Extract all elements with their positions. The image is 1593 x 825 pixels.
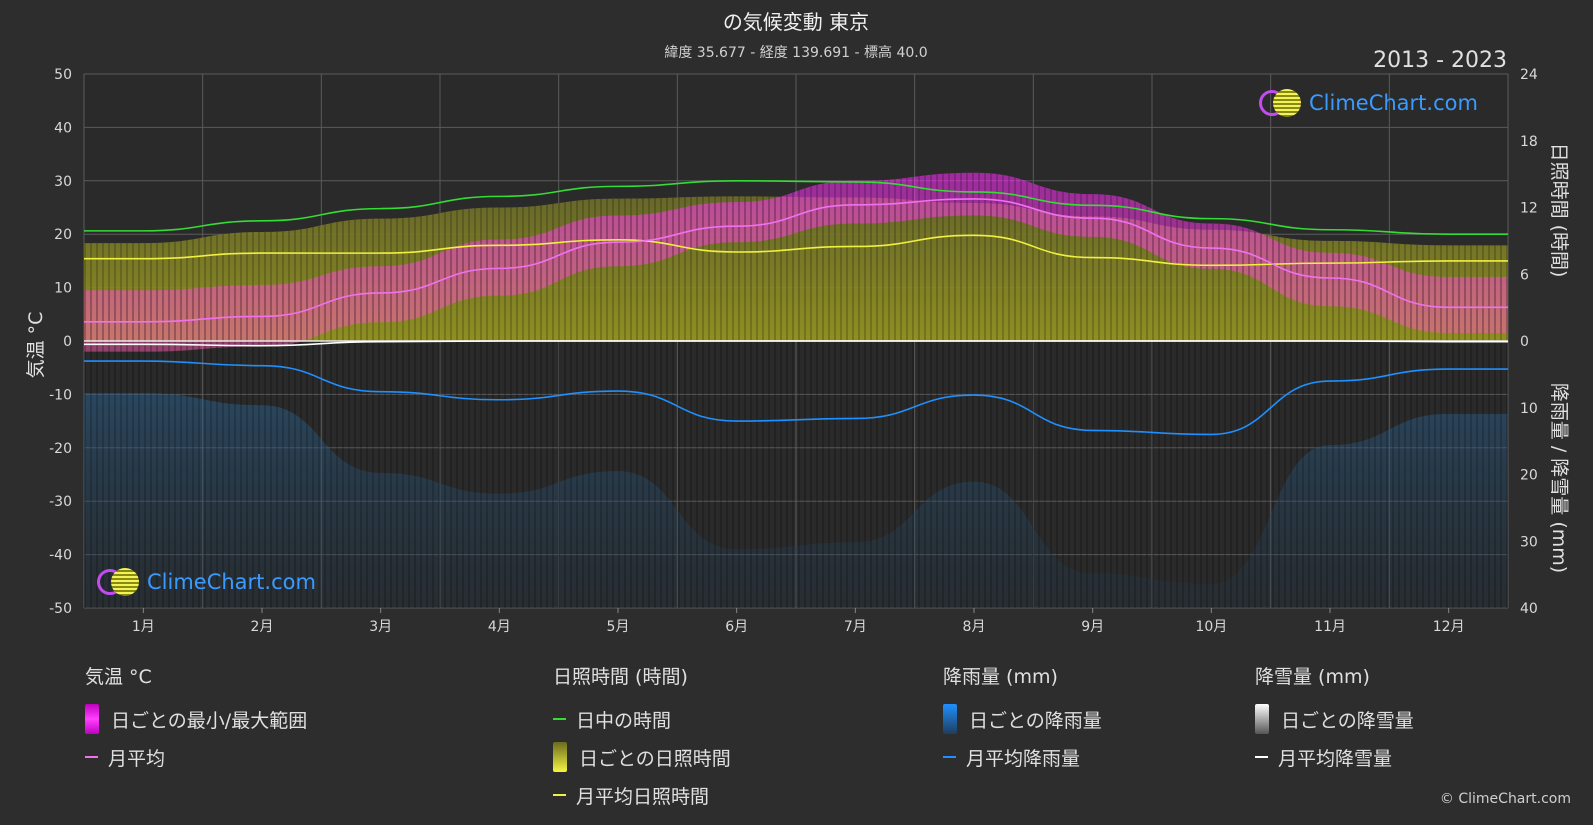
right-top-tick-label: 24 (1520, 67, 1538, 83)
left-tick-label: -10 (49, 387, 72, 403)
left-tick-label: 50 (54, 67, 72, 83)
daily-rain-area (84, 341, 1508, 608)
brand-name-bottom: ClimeChart.com (147, 570, 316, 594)
rain-swatch (943, 704, 957, 734)
month-label: 8月 (963, 619, 986, 635)
snow-swatch (1255, 704, 1269, 734)
rain-avg-line (84, 360, 1508, 436)
chart-subtitle: 緯度 35.677 - 経度 139.691 - 標高 40.0 (664, 44, 927, 61)
series-lines (83, 179, 1508, 436)
legend-header: 日照時間 (時間) (553, 666, 688, 688)
legend-item: 月平均 (85, 738, 307, 776)
right-top-axis-label: 日照時間 (時間) (1548, 143, 1570, 278)
right-top-tick-label: 18 (1520, 134, 1538, 150)
logo-sun-icon (111, 568, 139, 596)
temp-avg-swatch (85, 756, 98, 758)
daylight-swatch (553, 718, 566, 720)
right-bottom-tick-label: 40 (1520, 601, 1538, 617)
month-label: 1月 (132, 619, 155, 635)
right-top-tick-label: 0 (1520, 334, 1529, 350)
month-label: 4月 (488, 619, 511, 635)
temp-range-swatch (85, 704, 99, 734)
legend-header: 降雨量 (mm) (943, 666, 1058, 688)
axis-ticks: 50 40 30 20 10 0 -10 -20 -30 -40 -50 24 18 12 6 0 10 20 30… (49, 67, 1538, 635)
left-tick-label: 30 (54, 174, 72, 190)
sunshine-swatch (553, 742, 567, 772)
daily-rain-texture (84, 341, 1508, 608)
month-label: 12月 (1433, 619, 1465, 635)
month-label: 2月 (251, 619, 274, 635)
legend-item: 日ごとの降雨量 (943, 700, 1102, 738)
chart-title: の気候変動 東京 (723, 10, 869, 34)
right-bottom-tick-label: 20 (1520, 468, 1538, 484)
legend-item: 日ごとの降雪量 (1255, 700, 1414, 738)
legend-snow: 降雪量 (mm) 日ごとの降雪量 月平均降雪量 (1255, 662, 1414, 776)
left-tick-label: -50 (49, 601, 72, 617)
temp-avg-line (84, 198, 1508, 323)
legend-item: 月平均降雨量 (943, 738, 1102, 776)
legend-item: 日ごとの日照時間 (553, 738, 731, 776)
month-label: 5月 (607, 619, 630, 635)
sunshine-avg-line (84, 234, 1508, 267)
logo-sun-icon (1273, 89, 1301, 117)
left-axis-label: 気温 °C (25, 312, 47, 379)
left-tick-label: -30 (49, 494, 72, 510)
copyright-text: © ClimeChart.com (1439, 791, 1571, 807)
right-top-tick-label: 6 (1520, 267, 1529, 283)
legend-header: 気温 °C (85, 666, 152, 688)
left-tick-label: 40 (54, 120, 72, 136)
rain-avg-swatch (943, 756, 956, 758)
year-range: 2013 - 2023 (1373, 48, 1507, 73)
legend-temperature: 気温 °C 日ごとの最小/最大範囲 月平均 (85, 662, 307, 776)
month-label: 11月 (1314, 619, 1346, 635)
legend-sunshine: 日照時間 (時間) 日中の時間 日ごとの日照時間 月平均日照時間 (553, 662, 731, 814)
daylight-line (83, 179, 1508, 235)
temp-range-texture (84, 172, 1508, 352)
left-tick-label: 0 (63, 334, 72, 350)
left-tick-label: -40 (49, 548, 72, 564)
brand-logo-top[interactable]: ClimeChart.com (1259, 89, 1478, 117)
month-label: 3月 (369, 619, 392, 635)
right-bottom-axis-label: 降雨量 / 降雪量 (mm) (1548, 383, 1570, 573)
left-tick-label: 10 (54, 281, 72, 297)
legend-item: 月平均降雪量 (1255, 738, 1414, 776)
daily-temp-range-area (84, 172, 1508, 352)
legend-item: 日中の時間 (553, 700, 731, 738)
month-label: 10月 (1195, 619, 1227, 635)
month-label: 7月 (844, 619, 867, 635)
left-tick-label: -20 (49, 441, 72, 457)
legend-item: 月平均日照時間 (553, 776, 731, 814)
right-top-tick-label: 12 (1520, 201, 1538, 217)
month-label: 6月 (725, 619, 748, 635)
legend-header: 降雪量 (mm) (1255, 666, 1370, 688)
right-bottom-tick-label: 10 (1520, 401, 1538, 417)
sunshine-avg-swatch (553, 794, 566, 796)
snow-avg-line (84, 340, 1508, 347)
month-label: 9月 (1081, 619, 1104, 635)
legend-item: 日ごとの最小/最大範囲 (85, 700, 307, 738)
left-tick-label: 20 (54, 227, 72, 243)
brand-logo-bottom[interactable]: ClimeChart.com (97, 568, 316, 596)
climate-chart: の気候変動 東京 緯度 35.677 - 経度 139.691 - 標高 40.… (25, 10, 1570, 635)
brand-name-top: ClimeChart.com (1309, 91, 1478, 115)
legend-rain: 降雨量 (mm) 日ごとの降雨量 月平均降雨量 (943, 662, 1102, 776)
snow-avg-swatch (1255, 756, 1268, 758)
right-bottom-tick-label: 30 (1520, 534, 1538, 550)
